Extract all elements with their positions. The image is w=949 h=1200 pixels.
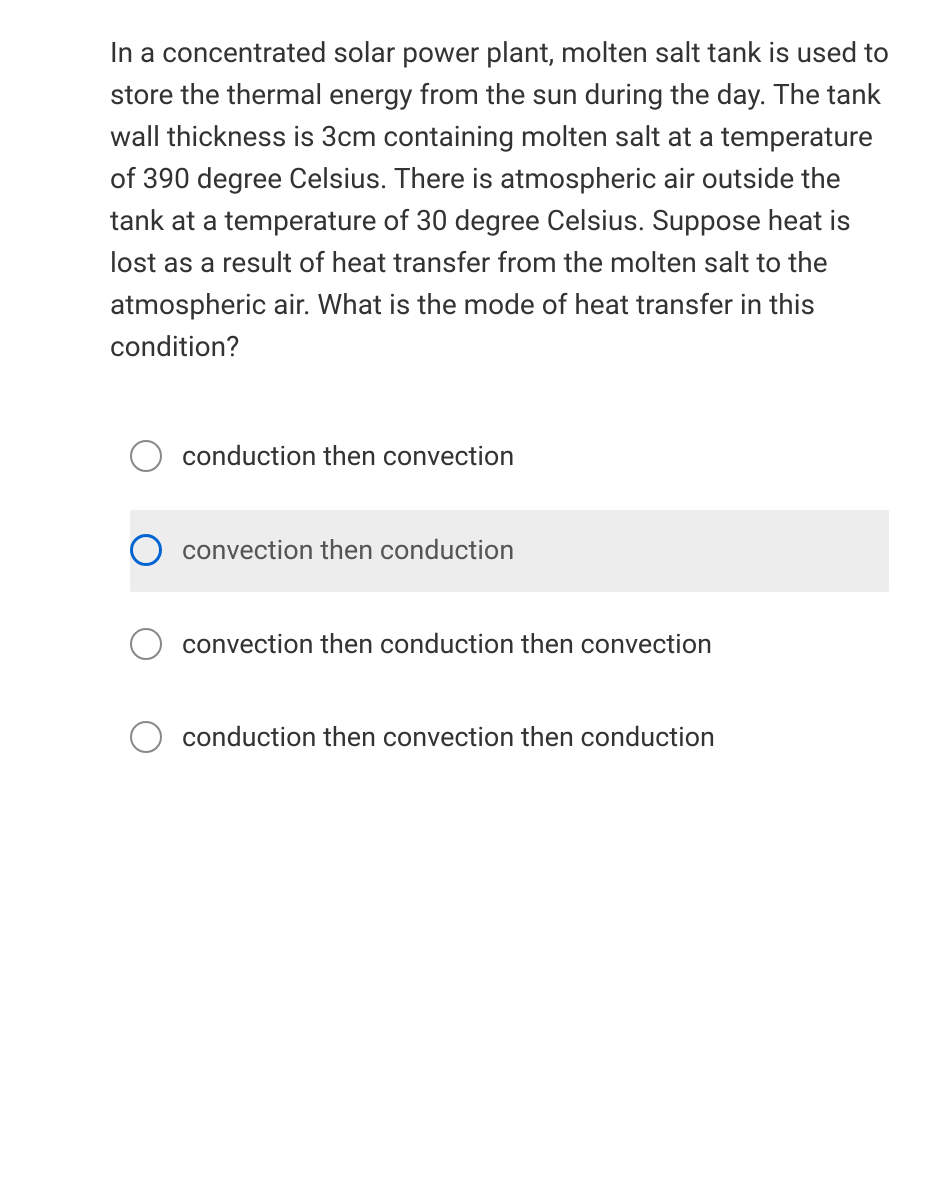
option-label: convection then conduction bbox=[182, 532, 514, 570]
option-row-1[interactable]: conduction then convection bbox=[130, 416, 889, 498]
option-label: conduction then convection bbox=[182, 438, 514, 476]
radio-icon[interactable] bbox=[130, 440, 162, 472]
option-label: conduction then convection then conducti… bbox=[182, 719, 715, 757]
option-row-2[interactable]: convection then conduction bbox=[130, 510, 889, 592]
radio-icon[interactable] bbox=[130, 721, 162, 753]
option-label: convection then conduction then convecti… bbox=[182, 626, 712, 664]
question-text: In a concentrated solar power plant, mol… bbox=[110, 32, 889, 368]
option-row-3[interactable]: convection then conduction then convecti… bbox=[130, 604, 889, 686]
radio-icon[interactable] bbox=[130, 628, 162, 660]
options-container: conduction then convection convection th… bbox=[110, 416, 889, 779]
radio-icon[interactable] bbox=[130, 534, 162, 566]
question-container: In a concentrated solar power plant, mol… bbox=[0, 0, 949, 779]
option-row-4[interactable]: conduction then convection then conducti… bbox=[130, 697, 889, 779]
